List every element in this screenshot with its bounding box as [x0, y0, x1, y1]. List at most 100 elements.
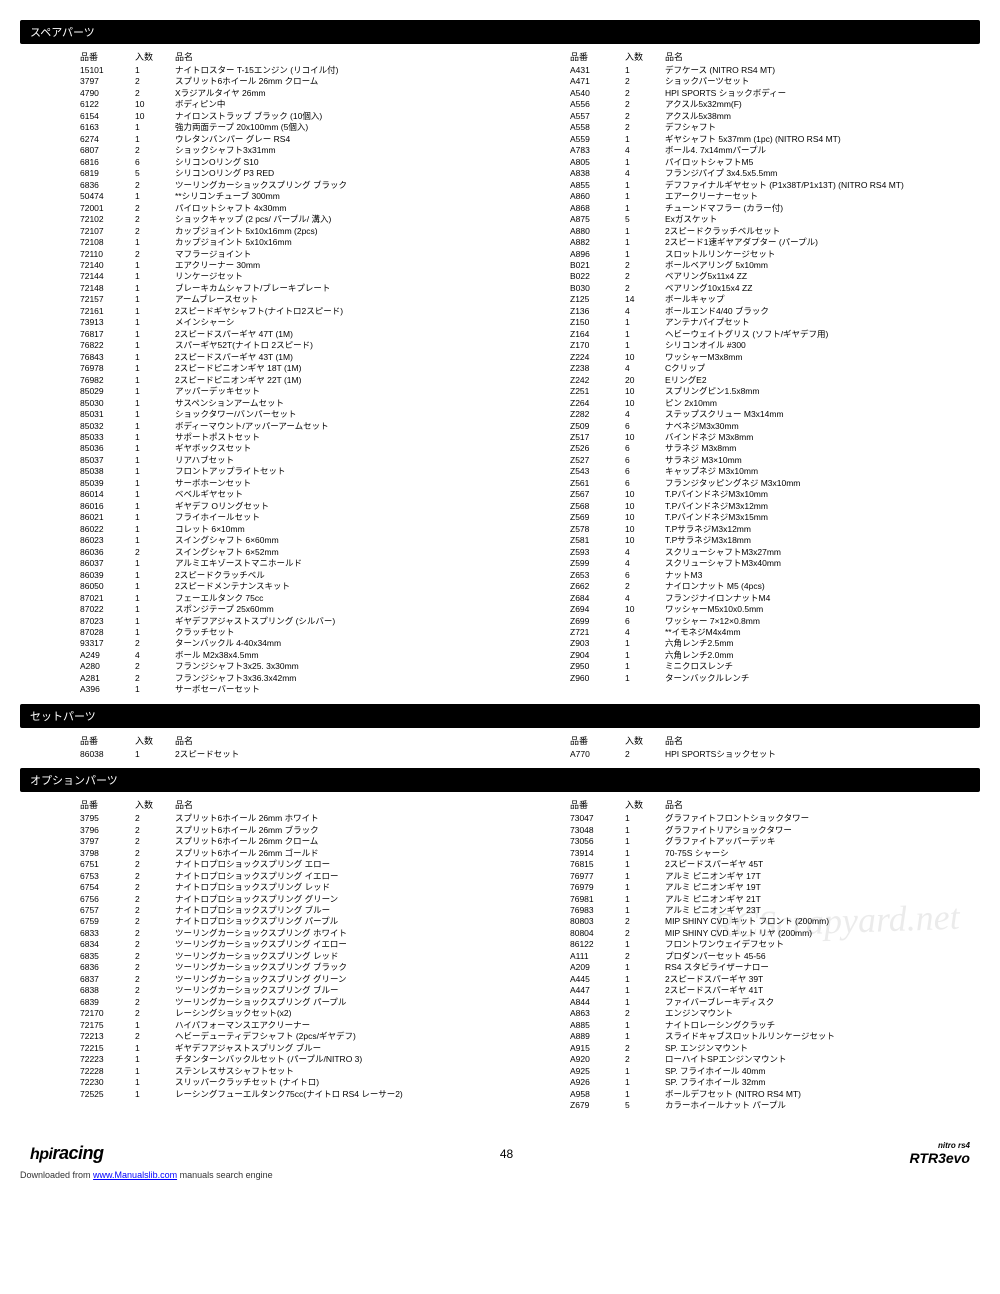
part-qty: 1 — [135, 363, 175, 374]
part-qty: 1 — [135, 1020, 175, 1031]
part-qty: 1 — [625, 905, 665, 916]
parts-row: A9581ボールデフセット (NITRO RS4 MT) — [510, 1089, 980, 1100]
part-name: ツーリングカーショックスプリング ホワイト — [175, 928, 490, 939]
part-number: A875 — [570, 214, 625, 225]
parts-row: Z56810T.PバインドネジM3x12mm — [510, 501, 980, 512]
part-number: Z264 — [570, 398, 625, 409]
part-name: ベベルギヤセット — [175, 489, 490, 500]
part-qty: 2 — [135, 226, 175, 237]
parts-row: 504741**シリコンチューブ 300mm — [20, 191, 490, 202]
part-name: T.PバインドネジM3x10mm — [665, 489, 980, 500]
parts-row: Z57810T.PサラネジM3x12mm — [510, 524, 980, 535]
part-number: 85036 — [80, 443, 135, 454]
header-qty: 入数 — [625, 734, 665, 747]
part-qty: 2 — [625, 581, 665, 592]
parts-row: 870231ギヤデフアジャストスプリング (シルバー) — [20, 616, 490, 627]
parts-row: B0212ボールベアリング 5x10mm — [510, 260, 980, 271]
part-number: Z543 — [570, 466, 625, 477]
part-name: スリッパークラッチセット (ナイトロ) — [175, 1077, 490, 1088]
part-number: 72228 — [80, 1066, 135, 1077]
part-qty: 1 — [625, 997, 665, 1008]
part-name: グラファイトリアショックタワー — [665, 825, 980, 836]
part-name: 70-75S シャーシ — [665, 848, 980, 859]
part-qty: 2 — [135, 638, 175, 649]
part-qty: 1 — [625, 317, 665, 328]
part-qty: 1 — [625, 638, 665, 649]
part-name: アンテナパイプセット — [665, 317, 980, 328]
parts-row: 68332ツーリングカーショックスプリング ホワイト — [20, 928, 490, 939]
part-name: 2スピードクラッチベルセット — [665, 226, 980, 237]
part-number: 86022 — [80, 524, 135, 535]
parts-row: 68166シリコンOリング S10 — [20, 157, 490, 168]
part-number: 6756 — [80, 894, 135, 905]
part-name: スプリット6ホイール 26mm ブラック — [175, 825, 490, 836]
part-qty: 5 — [135, 168, 175, 179]
parts-row: 68362ツーリングカーショックスプリング ブラック — [20, 962, 490, 973]
part-number: 86039 — [80, 570, 135, 581]
part-name: ナイロンナット M5 (4pcs) — [665, 581, 980, 592]
part-qty: 10 — [625, 398, 665, 409]
parts-row: 870281クラッチセット — [20, 627, 490, 638]
part-number: A958 — [570, 1089, 625, 1100]
parts-row: 850291アッパーデッキセット — [20, 386, 490, 397]
part-qty: 10 — [135, 111, 175, 122]
part-qty: 2 — [135, 813, 175, 824]
part-qty: 2 — [135, 974, 175, 985]
parts-row: A8384フランジパイプ 3x4.5x5.5mm — [510, 168, 980, 179]
part-number: A896 — [570, 249, 625, 260]
part-qty: 1 — [135, 375, 175, 386]
part-number: Z509 — [570, 421, 625, 432]
parts-row: 8605012スピードメンテナンスキット — [20, 581, 490, 592]
part-qty: 1 — [625, 203, 665, 214]
parts-row: 67542ナイトロプロショックスプリング レッド — [20, 882, 490, 893]
part-qty: 2 — [135, 894, 175, 905]
part-qty: 1 — [135, 1077, 175, 1088]
part-name: ボールキャップ — [665, 294, 980, 305]
part-number: 6819 — [80, 168, 135, 179]
parts-row: 870221スポンジテープ 25x60mm — [20, 604, 490, 615]
part-number: 86038 — [80, 749, 135, 760]
parts-row: 850301サスペンションアームセット — [20, 398, 490, 409]
parts-row: Z9601ターンバックルレンチ — [510, 673, 980, 684]
part-name: グラファイトフロントショックタワー — [665, 813, 980, 824]
part-name: キャップネジ M3x10mm — [665, 466, 980, 477]
part-qty: 1 — [135, 535, 175, 546]
part-qty: 1 — [135, 558, 175, 569]
part-name: スロットルリンケージセット — [665, 249, 980, 260]
part-name: T.PサラネジM3x12mm — [665, 524, 980, 535]
parts-row: A44512スピードスパーギヤ 39T — [510, 974, 980, 985]
part-name: T.PバインドネジM3x15mm — [665, 512, 980, 523]
parts-row: 808032MIP SHINY CVD キット フロント (200mm) — [510, 916, 980, 927]
part-qty: 4 — [625, 306, 665, 317]
part-number: 72140 — [80, 260, 135, 271]
manualslib-link[interactable]: www.Manualslib.com — [93, 1170, 177, 1180]
part-name: ボールベアリング 5x10mm — [665, 260, 980, 271]
parts-row: A8681チューンドマフラー (カラー付) — [510, 203, 980, 214]
header-name: 品名 — [175, 50, 490, 63]
part-name: カップジョイント 5x10x16mm (2pcs) — [175, 226, 490, 237]
parts-row: 47902Xラジアルタイヤ 26mm — [20, 88, 490, 99]
part-name: MIP SHINY CVD キット リヤ (200mm) — [665, 928, 980, 939]
part-name: ブレーキカムシャフト/ブレーキプレート — [175, 283, 490, 294]
part-qty: 1 — [135, 478, 175, 489]
parts-row: 721751ハイパフォーマンスエアクリーナー — [20, 1020, 490, 1031]
part-name: 強力両面テープ 20x100mm (5個入) — [175, 122, 490, 133]
parts-row: A5591ギヤシャフト 5x37mm (1pc) (NITRO RS4 MT) — [510, 134, 980, 145]
part-number: 72110 — [80, 249, 135, 260]
part-name: HPI SPORTSショックセット — [665, 749, 980, 760]
part-name: ボディーマウント/アッパーアームセット — [175, 421, 490, 432]
part-qty: 1 — [135, 593, 175, 604]
section-header: オプションパーツ — [20, 768, 980, 792]
part-qty: 6 — [625, 570, 665, 581]
header-qty: 入数 — [135, 50, 175, 63]
parts-row: Z24220EリングE2 — [510, 375, 980, 386]
part-qty: 10 — [625, 501, 665, 512]
parts-row: A9261SP. フライホイール 32mm — [510, 1077, 980, 1088]
part-name: デフシャフト — [665, 122, 980, 133]
part-qty: 1 — [625, 848, 665, 859]
part-number: Z684 — [570, 593, 625, 604]
part-qty: 4 — [625, 409, 665, 420]
part-qty: 1 — [135, 489, 175, 500]
part-number: 85033 — [80, 432, 135, 443]
part-name: HPI SPORTS ショックボディー — [665, 88, 980, 99]
